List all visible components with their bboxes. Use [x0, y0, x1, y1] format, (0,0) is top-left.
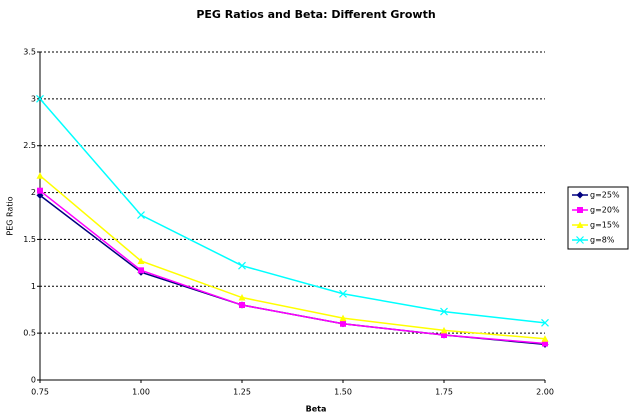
- data-point: [137, 211, 145, 219]
- x-tick-label: 1.25: [233, 388, 251, 397]
- series-line: [39, 194, 546, 346]
- x-tick-label: 1.00: [132, 388, 150, 397]
- y-tick-label: 0.5: [23, 329, 36, 338]
- data-point: [37, 187, 43, 194]
- y-axis-title: PEG Ratio: [6, 196, 15, 235]
- y-tick-label: 0: [31, 376, 36, 385]
- data-point: [440, 307, 448, 316]
- legend-label: g=15%: [590, 221, 620, 230]
- y-tick-label: 2.5: [23, 141, 36, 150]
- x-axis-title: Beta: [306, 405, 327, 414]
- data-point: [441, 332, 447, 339]
- legend-marker: [577, 207, 583, 213]
- y-tick-label: 3: [31, 94, 36, 103]
- legend-marker: [576, 191, 584, 199]
- series-line: [39, 98, 546, 324]
- legend-marker: [576, 236, 584, 244]
- series-line: [39, 175, 546, 340]
- series-line: [39, 190, 546, 345]
- data-point: [440, 326, 448, 334]
- data-point: [138, 267, 144, 274]
- legend-marker: [576, 221, 584, 228]
- data-point: [339, 289, 347, 298]
- data-point: [238, 294, 246, 301]
- y-tick-label: 1: [31, 282, 36, 291]
- y-tick-label: 3.5: [23, 48, 36, 57]
- chart-title: PEG Ratios and Beta: Different Growth: [196, 8, 435, 21]
- data-point: [239, 302, 245, 309]
- legend-label: g=8%: [590, 236, 615, 245]
- legend-label: g=20%: [590, 206, 620, 215]
- y-tick-label: 1.5: [23, 235, 36, 244]
- data-point: [339, 314, 347, 322]
- data-point: [137, 257, 145, 264]
- data-point: [542, 340, 548, 347]
- x-tick-label: 1.50: [334, 388, 352, 397]
- data-point: [541, 335, 549, 342]
- x-tick-label: 1.75: [435, 388, 453, 397]
- data-point: [36, 172, 44, 179]
- data-point: [238, 261, 246, 270]
- x-tick-label: 0.75: [31, 388, 49, 397]
- data-point: [541, 318, 549, 327]
- x-tick-label: 2.00: [536, 388, 554, 397]
- data-point: [36, 94, 44, 103]
- data-point: [340, 320, 346, 327]
- legend-label: g=25%: [590, 191, 620, 200]
- y-tick-label: 2: [31, 188, 36, 197]
